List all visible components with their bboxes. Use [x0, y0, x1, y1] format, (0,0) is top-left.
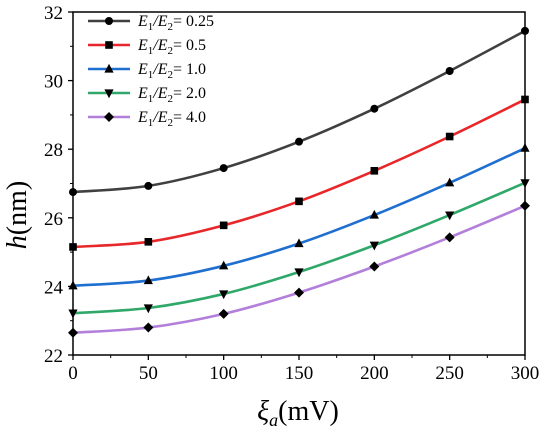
x-axis-label: ξa(mV): [257, 396, 339, 430]
y-axis-label: h(nm): [2, 181, 33, 249]
legend-marker: [104, 89, 114, 99]
legend-label: E1/E2= 4.0: [137, 109, 206, 129]
data-point: [294, 238, 304, 248]
legend-marker: [105, 41, 113, 49]
legend-label: E1/E2= 2.0: [137, 85, 206, 105]
data-point: [143, 322, 154, 333]
y-tick-label: 30: [44, 72, 63, 93]
data-point: [219, 260, 229, 270]
y-tick-label: 26: [44, 209, 63, 230]
legend-item: E1/E2= 4.0: [88, 109, 206, 129]
data-point: [444, 232, 455, 243]
legend-item: E1/E2= 1.0: [88, 61, 206, 81]
x-tick-label: 200: [360, 363, 389, 384]
legend-marker: [104, 112, 114, 122]
data-point: [219, 290, 229, 300]
legend-marker: [104, 63, 114, 73]
x-tick-label: 250: [435, 363, 464, 384]
data-point: [445, 66, 454, 75]
legend-label: E1/E2= 1.0: [137, 61, 206, 81]
series-3: [68, 142, 530, 290]
data-point: [219, 164, 228, 173]
legend-item: E1/E2= 2.0: [88, 85, 206, 105]
x-tick-label: 0: [68, 363, 78, 384]
data-point: [445, 177, 455, 187]
x-tick-label: 150: [285, 363, 314, 384]
axis-ticks: 0 50 100 150 200 250 300 22 24 26 28 30 32: [44, 3, 539, 384]
x-tick-label: 50: [139, 363, 158, 384]
y-tick-label: 22: [44, 346, 63, 367]
data-point: [295, 137, 303, 146]
data-point: [370, 167, 379, 175]
data-point: [445, 132, 454, 141]
series-4: [68, 179, 530, 319]
legend-label: E1/E2= 0.5: [137, 37, 206, 57]
data-point: [295, 197, 303, 206]
data-point: [294, 268, 304, 278]
legend-label: E1/E2= 0.25: [137, 13, 214, 33]
data-point: [143, 275, 153, 285]
data-point: [370, 104, 379, 113]
legend-marker: [105, 17, 113, 25]
data-point: [369, 261, 380, 272]
data-point: [369, 209, 379, 219]
legend-item: E1/E2= 0.5: [88, 37, 206, 57]
data-point: [218, 308, 229, 319]
x-tick-label: 100: [209, 363, 238, 384]
x-tick-label: 300: [511, 363, 540, 384]
data-point: [445, 211, 455, 221]
legend: E1/E2= 0.25 E1/E2= 0.5 E1/E2= 1.0 E1/E2= 2.…: [88, 13, 214, 129]
data-point: [144, 238, 153, 246]
data-point: [219, 221, 228, 230]
data-point: [143, 304, 153, 314]
series-5: [68, 200, 530, 338]
data-point: [144, 181, 153, 190]
legend-item: E1/E2= 0.25: [88, 13, 214, 33]
y-tick-label: 24: [44, 277, 64, 298]
series-line: [72, 146, 526, 288]
data-point: [294, 287, 304, 298]
data-point: [369, 241, 379, 251]
y-tick-label: 32: [44, 3, 63, 24]
y-tick-label: 28: [44, 140, 63, 161]
